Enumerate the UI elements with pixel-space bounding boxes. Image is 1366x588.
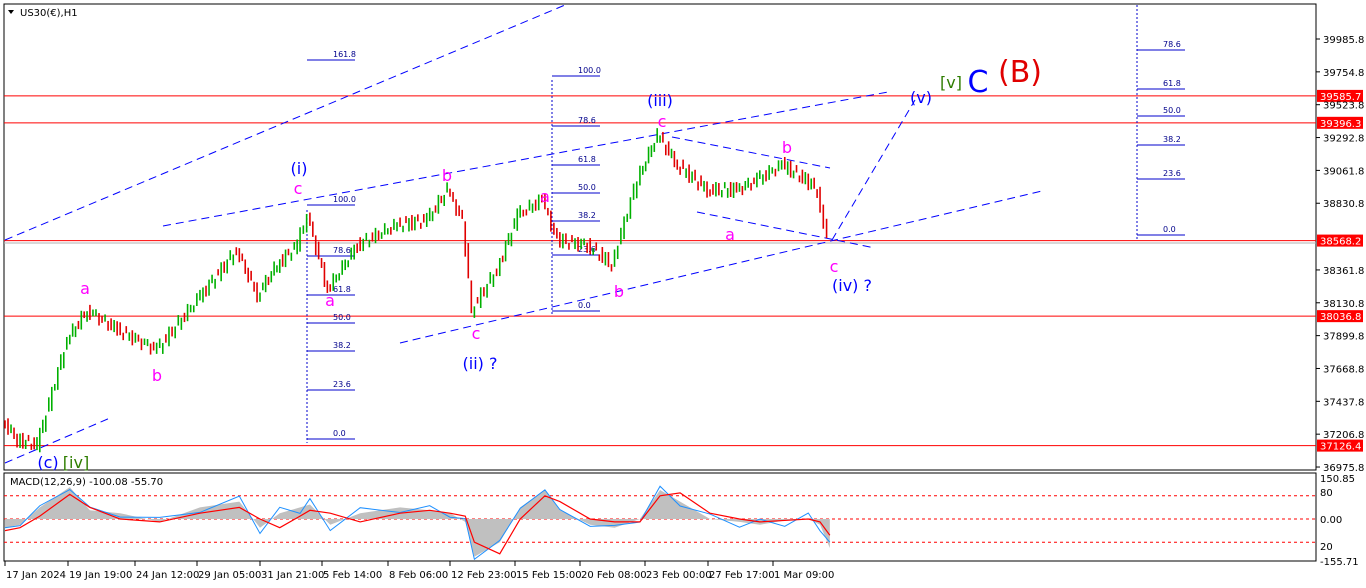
fib-level-label: 50.0 [333, 313, 351, 322]
wave-label-minor: b [442, 166, 452, 185]
trendline[interactable] [4, 4, 566, 241]
x-tick-label: 12 Feb 23:00 [451, 570, 517, 581]
x-tick-label: 27 Feb 17:00 [709, 570, 775, 581]
x-tick-label: 29 Jan 05:00 [198, 570, 261, 581]
fib-level-label: 61.8 [1163, 79, 1181, 88]
y-tick-label: 39985.8 [1323, 35, 1364, 46]
fib-level-label: 61.8 [578, 155, 596, 164]
y-tick-label: 38830.8 [1323, 199, 1364, 210]
macd-y-tick-label: 20 [1320, 542, 1333, 553]
trendline[interactable] [162, 91, 889, 227]
wave-label-minor: b [614, 282, 624, 301]
level-price-tag [1317, 234, 1363, 247]
fib-level-label: 50.0 [1163, 106, 1181, 115]
fib-level-label: 61.8 [333, 285, 351, 294]
fib-level-label: 78.6 [1163, 40, 1181, 49]
wave-label-blue: (iv) ? [832, 276, 872, 295]
wave-label-minor: a [325, 291, 335, 310]
y-tick-label: 39292.8 [1323, 134, 1364, 145]
wave-label-green: [v] [940, 73, 962, 92]
x-tick-label: 5 Feb 14:00 [323, 570, 382, 581]
fib-level-label: 100.0 [333, 195, 356, 204]
wave-label-blue: (v) [910, 88, 932, 107]
y-tick-label: 37206.8 [1323, 430, 1364, 441]
macd-main-line [4, 485, 831, 561]
wave-label-green: [iv] [63, 453, 89, 472]
dropdown-triangle-icon[interactable] [8, 10, 14, 14]
macd-y-tick-label: 80 [1320, 488, 1333, 499]
wave-label-minor: b [782, 138, 792, 157]
level-price-label: 38036.8 [1320, 312, 1361, 323]
y-tick-label: 39061.8 [1323, 166, 1364, 177]
wave-label-blue: (ii) ? [463, 354, 498, 373]
trendline[interactable] [671, 136, 831, 169]
wave-label-minor: c [830, 257, 839, 276]
macd-signal-line [4, 492, 831, 555]
level-price-label: 39396.3 [1320, 119, 1361, 130]
x-tick-label: 19 Jan 19:00 [69, 570, 132, 581]
wave-label-minor: c [294, 179, 303, 198]
macd-y-tick-label: -155.71 [1320, 557, 1359, 568]
x-tick-label: 8 Feb 06:00 [389, 570, 448, 581]
fib-level-label: 0.0 [1163, 225, 1176, 234]
wave-label-blue: (iii) [647, 91, 673, 110]
x-tick-label: 31 Jan 21:00 [261, 570, 324, 581]
level-price-label: 37126.4 [1320, 442, 1361, 453]
macd-y-tick-label: 150.85 [1320, 474, 1355, 485]
fib-level-label: 38.2 [1163, 135, 1181, 144]
trendline[interactable] [4, 417, 111, 464]
trendline[interactable] [399, 190, 1043, 344]
wave-label-big-b: (B) [998, 55, 1042, 90]
wave-label-minor: a [80, 279, 90, 298]
macd-y-tick-label: 0.00 [1320, 515, 1342, 526]
wave-label-minor: c [472, 324, 481, 343]
wave-label-minor: a [540, 187, 550, 206]
y-tick-label: 38130.8 [1323, 299, 1364, 310]
fib-level-label: 50.0 [578, 183, 596, 192]
fib-level-label: 38.2 [578, 211, 596, 220]
y-tick-label: 39523.8 [1323, 101, 1364, 112]
fib-level-label: 38.2 [333, 341, 351, 350]
wave-label-blue: (c) [37, 453, 58, 472]
trendline[interactable] [696, 211, 876, 249]
trendlines [4, 4, 1043, 464]
fib-level-label: 100.0 [578, 66, 601, 75]
wave-label-minor: b [152, 366, 162, 385]
level-price-tag [1317, 310, 1363, 323]
level-price-label: 38568.2 [1320, 237, 1361, 248]
fib-level-label: 78.6 [333, 246, 351, 255]
fib-level-label: 23.6 [1163, 169, 1181, 178]
x-tick-label: 1 Mar 09:00 [774, 570, 834, 581]
y-tick-label: 37668.8 [1323, 364, 1364, 375]
wave-label-minor: a [725, 225, 735, 244]
wave-label-big-c: C [968, 65, 989, 100]
main-panel [3, 3, 1317, 471]
level-price-tag [1317, 116, 1363, 129]
macd-title: MACD(12,26,9) -100.08 -55.70 [10, 477, 163, 488]
level-price-tag [1317, 439, 1363, 452]
fib-level-label: 0.0 [333, 429, 346, 438]
y-tick-label: 36975.8 [1323, 463, 1364, 474]
wave-label-minor: c [658, 112, 667, 131]
fib-level-label: 78.6 [578, 116, 596, 125]
x-tick-label: 20 Feb 08:00 [581, 570, 647, 581]
level-price-label: 39585.7 [1320, 92, 1361, 103]
y-tick-label: 38361.8 [1323, 266, 1364, 277]
x-tick-label: 17 Jan 2024 [6, 570, 66, 581]
x-tick-label: 15 Feb 15:00 [516, 570, 582, 581]
wave-label-blue: (i) [291, 159, 308, 178]
fib-level-label: 23.6 [333, 380, 351, 389]
x-tick-label: 24 Jan 12:00 [136, 570, 199, 581]
chart-title: US30(€),H1 [20, 8, 78, 19]
x-tick-label: 23 Feb 00:00 [646, 570, 712, 581]
y-tick-label: 39754.8 [1323, 68, 1364, 79]
y-tick-label: 37899.8 [1323, 332, 1364, 343]
fib-level-label: 0.0 [578, 301, 591, 310]
y-tick-label: 37437.8 [1323, 397, 1364, 408]
fib-level-label: 161.8 [333, 50, 356, 59]
trendline[interactable] [831, 99, 916, 241]
level-price-tag [1317, 89, 1363, 102]
